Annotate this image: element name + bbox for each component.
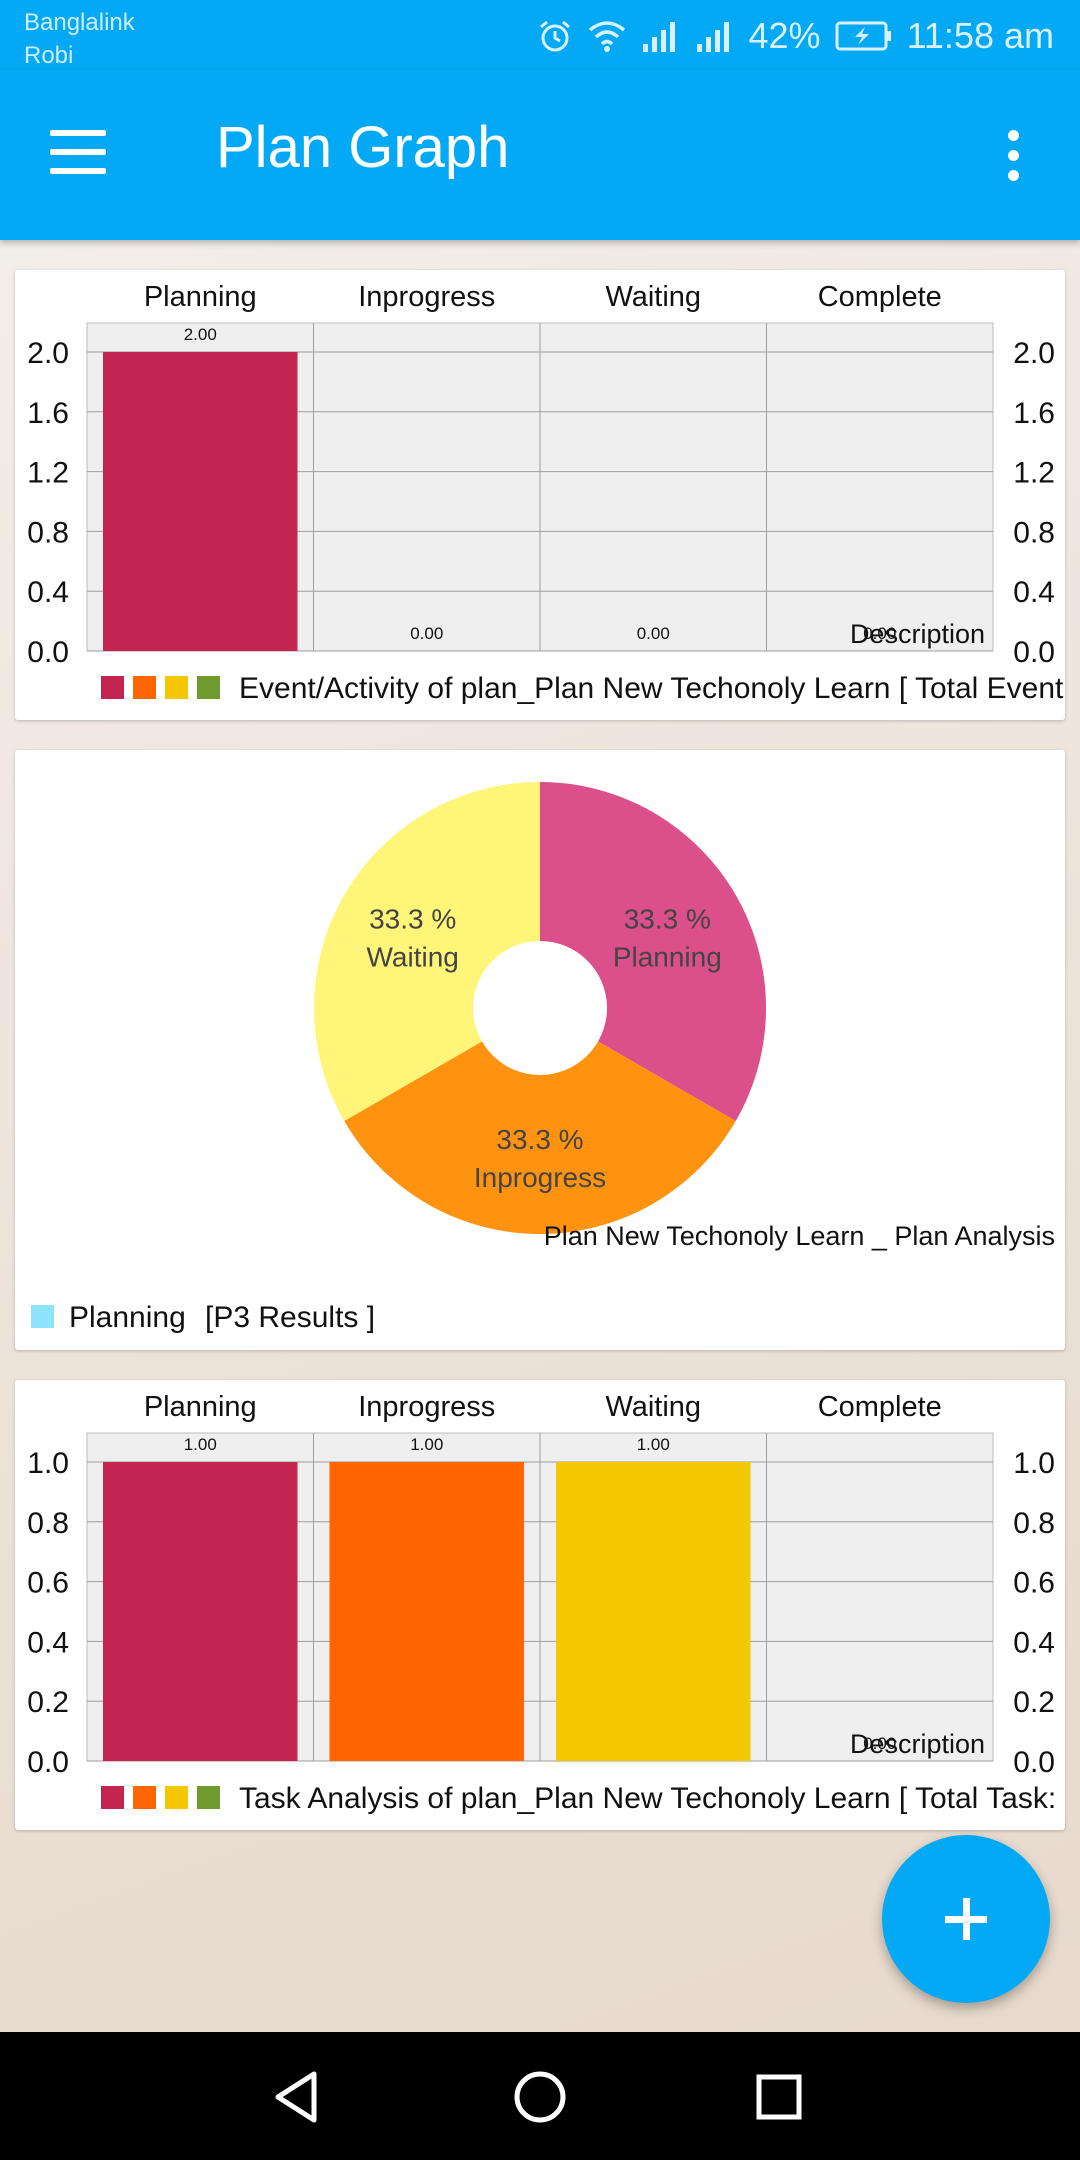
- y-tick-label-right: 1.0: [1013, 1447, 1055, 1480]
- event-bar-chart: 0.0 0.0 0.4 0.4 0.8 0.8 1.2 1.2 1.6 1.6 2.0 2.0 Plan…: [27, 281, 1065, 705]
- x-category-label: Complete: [818, 1391, 942, 1423]
- x-category-label: Complete: [818, 281, 942, 313]
- x-category-label: Inprogress: [358, 281, 495, 313]
- status-bar: Banglalink Robi 42% 11:58 am: [0, 0, 1080, 70]
- y-tick-label-right: 0.2: [1013, 1686, 1055, 1719]
- bar-planning: [103, 1462, 298, 1761]
- bar-value-label: 2.00: [184, 325, 217, 344]
- chart-description: Description: [850, 619, 985, 649]
- bar-planning: [103, 352, 298, 651]
- y-tick-label-left: 1.2: [27, 457, 69, 490]
- chart-description: Description: [850, 1729, 985, 1759]
- y-tick-label-left: 0.8: [27, 1507, 69, 1540]
- signal-icon: [641, 18, 681, 54]
- y-tick-label-right: 0.4: [1013, 576, 1055, 609]
- x-category-label: Planning: [144, 281, 257, 313]
- legend-text: Event/Activity of plan_Plan New Techonol…: [239, 672, 1065, 705]
- y-tick-label-right: 0.0: [1013, 636, 1055, 669]
- y-tick-label-right: 0.0: [1013, 1746, 1055, 1779]
- x-category-label: Inprogress: [358, 1391, 495, 1423]
- battery-charging-icon: [835, 20, 893, 52]
- legend-swatch: [101, 676, 124, 699]
- more-vert-icon[interactable]: [998, 130, 1028, 186]
- carrier-names: Banglalink Robi: [24, 6, 135, 72]
- x-category-label: Waiting: [605, 281, 701, 313]
- legend-swatch: [133, 676, 156, 699]
- y-tick-label-left: 0.4: [27, 1626, 69, 1659]
- legend-label: Planning: [69, 1301, 186, 1334]
- bar-inprogress: [329, 1462, 524, 1761]
- task-bar-chart: 0.0 0.0 0.2 0.2 0.4 0.4 0.6 0.6 0.8 0.8 1.0 1.0 Plan…: [27, 1391, 1065, 1815]
- legend-text: Task Analysis of plan_Plan New Techonoly…: [239, 1782, 1065, 1815]
- bar-value-label: 1.00: [410, 1435, 443, 1454]
- legend-swatch: [165, 1786, 188, 1809]
- bar-value-label: 1.00: [184, 1435, 217, 1454]
- y-tick-label-left: 0.0: [27, 1746, 69, 1779]
- y-tick-label-left: 0.8: [27, 516, 69, 549]
- chart-description: Plan New Techonoly Learn _ Plan Analysis: [544, 1221, 1055, 1251]
- status-icons: 42% 11:58 am: [537, 12, 1054, 60]
- y-tick-label-right: 0.8: [1013, 516, 1055, 549]
- x-category-label: Planning: [144, 1391, 257, 1423]
- legend-extra: [P3 Results ]: [205, 1301, 375, 1334]
- clock: 11:58 am: [906, 15, 1054, 56]
- pie-hole: [473, 941, 607, 1075]
- alarm-icon: [537, 18, 573, 54]
- legend-swatch: [197, 1786, 220, 1809]
- pie-percent-label: 33.3 %: [624, 904, 711, 935]
- navigation-bar: [0, 2032, 1080, 2160]
- plan-analysis-pie-chart: 33.3 % Planning 33.3 % Inprogress 33.3 % Wait…: [31, 782, 1055, 1334]
- y-tick-label-left: 2.0: [27, 337, 69, 370]
- bar-value-label: 1.00: [637, 1435, 670, 1454]
- wifi-icon: [587, 18, 627, 54]
- carrier-1: Banglalink: [24, 9, 135, 36]
- carrier-2: Robi: [24, 42, 74, 69]
- bar-value-label: 0.00: [637, 624, 670, 643]
- legend-swatch: [101, 1786, 124, 1809]
- pie-slice-label: Planning: [613, 942, 722, 973]
- pie-percent-label: 33.3 %: [369, 904, 456, 935]
- y-tick-label-right: 1.6: [1013, 397, 1055, 430]
- event-chart-card: 0.0 0.0 0.4 0.4 0.8 0.8 1.2 1.2 1.6 1.6 2.0 2.0 Plan…: [15, 270, 1065, 720]
- page-title: Plan Graph: [216, 115, 510, 180]
- legend-swatch: [31, 1305, 54, 1328]
- signal-icon: [695, 18, 735, 54]
- bar-value-label: 0.00: [863, 1734, 896, 1753]
- bar-value-label: 0.00: [410, 624, 443, 643]
- y-tick-label-left: 0.0: [27, 636, 69, 669]
- home-icon[interactable]: [505, 2062, 575, 2132]
- task-chart-card: 0.0 0.0 0.2 0.2 0.4 0.4 0.6 0.6 0.8 0.8 1.0 1.0 Plan…: [15, 1380, 1065, 1830]
- legend-swatch: [197, 676, 220, 699]
- y-tick-label-right: 1.2: [1013, 457, 1055, 490]
- pie-percent-label: 33.3 %: [496, 1124, 583, 1155]
- bar-waiting: [556, 1462, 751, 1761]
- battery-percent: 42%: [748, 15, 821, 56]
- pie-slice-label: Waiting: [367, 942, 459, 973]
- bar-value-label: 0.00: [863, 624, 896, 643]
- pie-slice-label: Inprogress: [474, 1162, 606, 1193]
- y-tick-label-right: 0.4: [1013, 1626, 1055, 1659]
- y-tick-label-right: 2.0: [1013, 337, 1055, 370]
- x-category-label: Waiting: [605, 1391, 701, 1423]
- y-tick-label-left: 0.4: [27, 576, 69, 609]
- y-tick-label-left: 0.2: [27, 1686, 69, 1719]
- back-icon[interactable]: [264, 2062, 334, 2132]
- plan-analysis-card: 33.3 % Planning 33.3 % Inprogress 33.3 % Wait…: [15, 750, 1065, 1350]
- legend-swatch: [133, 1786, 156, 1809]
- legend-swatch: [165, 676, 188, 699]
- hamburger-menu-icon[interactable]: [50, 130, 116, 180]
- app-bar: Plan Graph: [0, 70, 1080, 240]
- y-tick-label-left: 1.0: [27, 1447, 69, 1480]
- y-tick-label-right: 0.6: [1013, 1567, 1055, 1600]
- y-tick-label-right: 0.8: [1013, 1507, 1055, 1540]
- y-tick-label-left: 0.6: [27, 1567, 69, 1600]
- recents-icon[interactable]: [744, 2062, 814, 2132]
- y-tick-label-left: 1.6: [27, 397, 69, 430]
- add-button[interactable]: [882, 1835, 1050, 2003]
